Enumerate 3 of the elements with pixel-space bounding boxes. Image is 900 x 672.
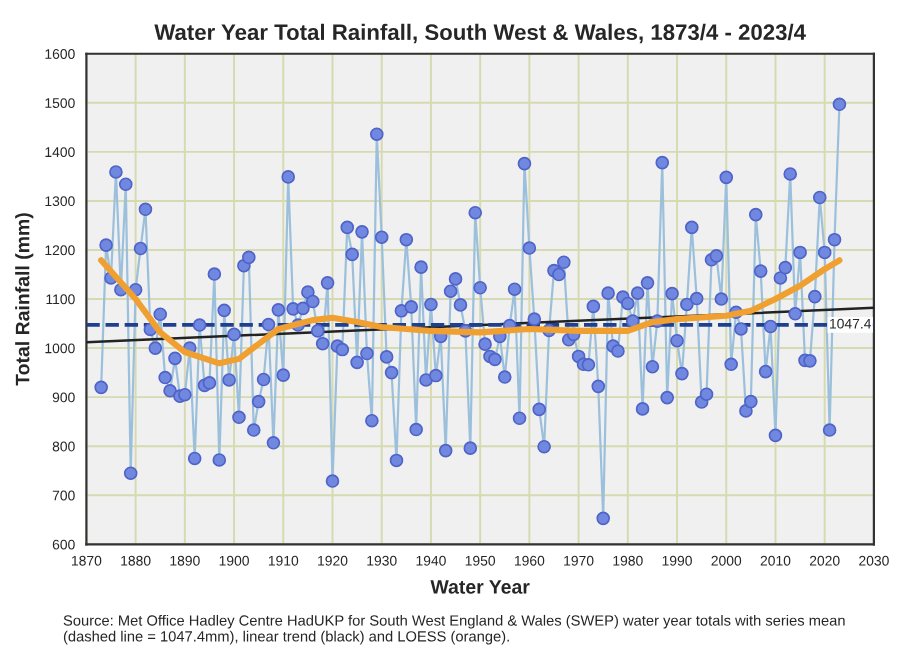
x-axis-title: Water Year [430, 580, 530, 594]
chart-title: Water Year Total Rainfall, South West & Wales, 1873/4 - 2023/4 [154, 23, 806, 44]
y-axis-title: Total Rainfall (mm) [15, 213, 34, 386]
